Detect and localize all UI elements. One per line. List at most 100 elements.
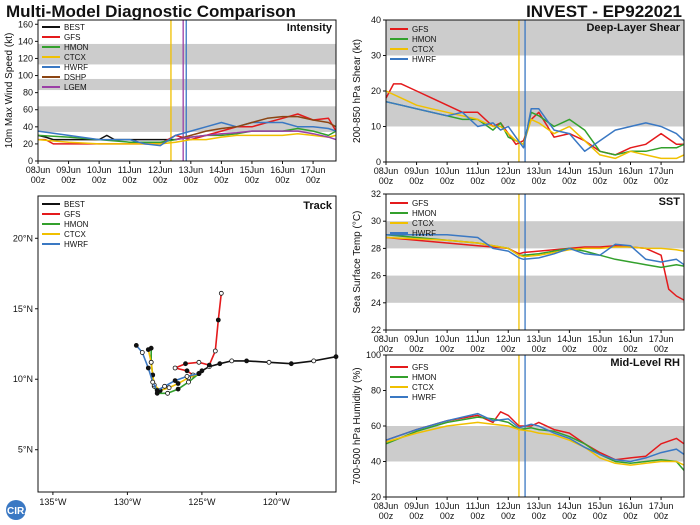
shear-xtick-hour-1: 00z: [409, 176, 424, 186]
track-point-best-5: [229, 358, 235, 364]
track-point-hwrf-6: [145, 365, 151, 371]
sst-ytick-22: 22: [371, 325, 381, 335]
shear-ytick-40: 40: [371, 15, 381, 25]
rh-series-hmon: [385, 416, 685, 471]
shear-series-hwrf: [385, 100, 685, 153]
rh-xtick-date-7: 15Jun: [588, 501, 613, 511]
sst-xtick-date-8: 16Jun: [618, 334, 643, 344]
logo-text: CIRA: [7, 506, 31, 517]
intensity-legend-label-dshp: DSHP: [64, 73, 86, 82]
intensity-ytick-80: 80: [23, 88, 33, 98]
sst-ytick-30: 30: [371, 216, 381, 226]
intensity-xtick-hour-5: 00z: [184, 175, 199, 185]
rh-ytick-40: 40: [371, 457, 381, 467]
track-ytick-2: 15°N: [13, 304, 33, 314]
intensity-title: Intensity: [287, 22, 333, 34]
intensity-xtick-date-0: 08Jun: [26, 165, 51, 175]
intensity-ytick-100: 100: [18, 71, 33, 81]
shear-ytick-10: 10: [371, 122, 381, 132]
shear-xtick-hour-7: 00z: [593, 176, 608, 186]
track-point-hwrf-5: [150, 379, 156, 385]
rh-legend-label-ctcx: CTCX: [412, 383, 434, 392]
track-point-gfs-9: [218, 290, 224, 296]
rh-ytick-80: 80: [371, 386, 381, 396]
track-frame: [37, 195, 337, 493]
sst-xtick-hour-8: 00z: [623, 344, 638, 354]
shear-xtick-date-2: 10Jun: [435, 166, 460, 176]
rh-series-hwrf: [385, 412, 685, 463]
rh-xtick-hour-2: 00z: [440, 511, 455, 521]
shear-title: Deep-Layer Shear: [586, 22, 680, 34]
shear-xtick-date-9: 17Jun: [649, 166, 674, 176]
sst-frame: [385, 193, 685, 331]
intensity-xtick-hour-2: 00z: [92, 175, 107, 185]
shear-band-1: [386, 20, 684, 56]
rh-xtick-date-1: 09Jun: [404, 501, 429, 511]
intensity-xtick-hour-8: 00z: [275, 175, 290, 185]
track-point-gfs-6: [206, 362, 212, 368]
sst-xtick-hour-2: 00z: [440, 344, 455, 354]
track-point-hmon-2: [175, 386, 181, 392]
track-point-gfs-3: [172, 365, 178, 371]
track-point-hwrf-0: [196, 371, 202, 377]
track-point-hwrf-2: [172, 378, 178, 384]
track-point-ctcx-2: [175, 381, 181, 386]
intensity-series-ctcx: [37, 132, 337, 145]
track-point-hwrf-4: [154, 388, 160, 393]
track-point-hmon-3: [165, 390, 171, 396]
sst-xtick-hour-0: 00z: [379, 344, 394, 354]
track-path-best: [198, 355, 337, 375]
sst-ytick-24: 24: [371, 298, 381, 308]
rh-xtick-hour-1: 00z: [409, 511, 424, 521]
rh-panel: 2040608010008Jun00z09Jun00z10Jun00z11Jun…: [352, 350, 685, 521]
sst-panel: 22242628303208Jun00z09Jun00z10Jun00z11Ju…: [352, 189, 685, 354]
storm-id: INVEST - EP922021: [526, 2, 682, 21]
intensity-panel: 02040608010012014016008Jun00z09Jun00z10J…: [4, 19, 337, 185]
intensity-series-dshp: [175, 115, 337, 141]
intensity-xtick-hour-0: 00z: [31, 175, 46, 185]
track-xtick-2: 125°W: [188, 497, 216, 507]
sst-xtick-date-1: 09Jun: [404, 334, 429, 344]
intensity-ytick-120: 120: [18, 53, 33, 63]
sst-xtick-hour-1: 00z: [409, 344, 424, 354]
sst-ylabel: Sea Surface Temp (°C): [352, 211, 363, 314]
intensity-xtick-date-2: 10Jun: [87, 165, 112, 175]
shear-xtick-hour-3: 00z: [470, 176, 485, 186]
rh-series-gfs: [385, 411, 685, 461]
track-point-best-4: [244, 358, 250, 364]
logo-globe-icon: [6, 500, 26, 520]
shear-ytick-30: 30: [371, 51, 381, 61]
intensity-legend-label-hwrf: HWRF: [64, 63, 88, 72]
rh-xtick-hour-6: 00z: [562, 511, 577, 521]
intensity-legend-label-hmon: HMON: [64, 43, 89, 52]
track-point-gfs-2: [184, 368, 190, 374]
intensity-xtick-hour-4: 00z: [153, 175, 168, 185]
shear-xtick-date-3: 11Jun: [466, 166, 490, 176]
intensity-xtick-date-6: 14Jun: [209, 165, 234, 175]
shear-legend-label-hmon: HMON: [412, 35, 437, 44]
intensity-band-0: [38, 106, 336, 132]
intensity-xtick-date-1: 09Jun: [56, 165, 81, 175]
track-map-background: [38, 196, 336, 492]
track-point-best-8: [199, 368, 205, 374]
shear-legend-label-ctcx: CTCX: [412, 45, 434, 54]
rh-ytick-60: 60: [371, 421, 381, 431]
shear-xtick-hour-0: 00z: [379, 176, 394, 186]
track-point-best-1: [311, 358, 317, 364]
intensity-ytick-40: 40: [23, 122, 33, 132]
intensity-series-gfs: [38, 113, 337, 145]
track-point-hwrf-3: [162, 383, 168, 389]
sst-legend-label-gfs: GFS: [412, 199, 428, 208]
sst-series-ctcx: [385, 236, 685, 258]
rh-ytick-100: 100: [366, 350, 381, 360]
sst-legend-label-ctcx: CTCX: [412, 219, 434, 228]
sst-series-hwrf: [386, 234, 685, 266]
track-legend-label-ctcx: CTCX: [64, 230, 86, 239]
intensity-band-1: [38, 78, 336, 91]
rh-xtick-date-6: 14Jun: [557, 501, 582, 511]
track-ytick-0: 5°N: [18, 445, 33, 455]
intensity-xtick-date-7: 15Jun: [240, 165, 265, 175]
intensity-frame: [37, 19, 337, 162]
sst-xtick-hour-6: 00z: [562, 344, 577, 354]
sst-xtick-date-3: 11Jun: [466, 334, 490, 344]
